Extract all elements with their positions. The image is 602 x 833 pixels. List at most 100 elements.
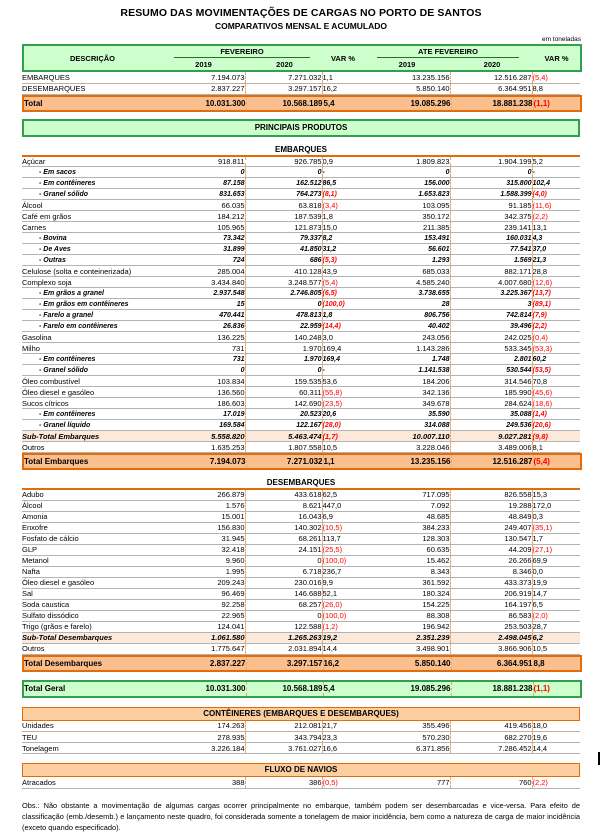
value-cell: 236,7 xyxy=(322,566,362,578)
value-cell: 926.785 xyxy=(245,155,323,167)
value-cell: 26.266 xyxy=(450,555,533,567)
value-cell: 2.031.894 xyxy=(245,643,323,655)
value-cell: - xyxy=(322,364,362,376)
row-label: GLP xyxy=(22,544,160,556)
value-cell: 470.441 xyxy=(160,309,246,321)
value-cell: 186.603 xyxy=(160,397,246,409)
value-cell: 3.866.906 xyxy=(450,643,533,655)
table-row: - Em sacos 0 0-0 0- xyxy=(22,166,580,178)
row-label: - Granel líquido xyxy=(22,419,160,431)
value-cell: 742.814 xyxy=(450,309,533,321)
value-cell: 48.849 xyxy=(450,511,533,523)
value-cell: 86,5 xyxy=(322,177,362,189)
value-cell: 1.265.263 xyxy=(245,632,323,644)
value-cell: 184.212 xyxy=(160,210,246,222)
value-cell: 8.343 xyxy=(362,566,451,578)
value-cell: 28 xyxy=(362,298,451,310)
value-cell: 284.624 xyxy=(450,397,533,409)
value-cell: 1,1 xyxy=(323,457,335,466)
row-label: - Em contêineres xyxy=(22,408,160,420)
value-cell: 196.942 xyxy=(362,621,451,633)
value-cell: 18,0 xyxy=(532,720,580,732)
value-cell: 18.881.238 xyxy=(451,95,534,111)
row-label: Gasolina xyxy=(22,331,160,343)
value-cell: 882.171 xyxy=(450,265,533,277)
table-row: - Farelo a granel 470.441 478.813 1,8 806.75… xyxy=(22,309,580,321)
desembarques-title: DESEMBARQUES xyxy=(266,478,336,487)
table-row: Sucos cítricos 186.603 142.690 (23,5) 349.67… xyxy=(22,397,580,409)
row-label: - Em contêineres xyxy=(22,353,160,365)
value-cell: 5,4 xyxy=(323,684,335,693)
value-cell: 3.226.184 xyxy=(160,742,246,754)
value-cell: (1,4) xyxy=(532,408,580,420)
value-cell: 5,2 xyxy=(532,155,580,167)
value-cell: 253.503 xyxy=(450,621,533,633)
value-cell: (27,1) xyxy=(532,544,580,556)
value-cell: 6.364.951 xyxy=(450,83,533,95)
value-cell: 31.899 xyxy=(160,243,246,255)
value-cell: 0 xyxy=(160,166,246,178)
table-row: - Bovina 73.342 79.337 8,2 153.491 160.031 4,3 xyxy=(22,232,580,244)
row-label: TEU xyxy=(22,731,160,743)
value-cell: (35,1) xyxy=(532,522,580,534)
value-cell: 140.248 xyxy=(245,331,323,343)
value-cell: 142.690 xyxy=(245,397,323,409)
value-cell: 1.809.823 xyxy=(362,155,451,167)
row-label: Outros xyxy=(22,643,160,655)
row-label: - De Aves xyxy=(22,243,160,255)
value-cell: 10.568.189 xyxy=(246,680,324,697)
table-row: - Em grãos a granel 2.937.548 2.746.805 (6,… xyxy=(22,287,580,299)
value-cell: 410.128 xyxy=(245,265,323,277)
value-cell: 831.653 xyxy=(160,188,246,200)
value-cell: 0 xyxy=(245,555,323,567)
table-row: Atracados 388 386 (0,5) 777 760 (2,2) xyxy=(22,777,580,789)
value-cell: 1.775.647 xyxy=(160,643,246,655)
table-row: - Granel sólido 0 0-1.141.538 530.544 (53,5) xyxy=(22,364,580,376)
value-cell: (45,6) xyxy=(532,386,580,398)
value-cell: 242.025 xyxy=(450,331,533,343)
value-cell: 156.000 xyxy=(362,177,451,189)
value-cell: 8.346 xyxy=(450,566,533,578)
value-cell: 136.225 xyxy=(160,331,246,343)
value-cell: 60,2 xyxy=(532,353,580,365)
value-cell: 10,5 xyxy=(532,643,580,655)
value-cell: 121.873 xyxy=(245,221,323,233)
value-cell: 22.959 xyxy=(245,320,323,332)
value-cell: (2,2) xyxy=(532,777,580,789)
value-cell: (23,5) xyxy=(322,397,362,409)
value-cell: 1,7 xyxy=(532,533,580,545)
row-label: Milho xyxy=(22,342,160,354)
value-cell: 88.308 xyxy=(362,610,451,622)
value-cell: (5,3) xyxy=(322,254,362,266)
value-cell: 350.172 xyxy=(362,210,451,222)
table-row: - Em grãos em contêineres 15 0 (100,0) 28 3 (8… xyxy=(22,298,580,310)
value-cell: 3.498.901 xyxy=(362,643,451,655)
value-cell: 41.850 xyxy=(245,243,323,255)
value-cell: 15,0 xyxy=(322,221,362,233)
value-cell: 0 xyxy=(245,610,323,622)
row-label: Sal xyxy=(22,588,160,600)
value-cell: (12,6) xyxy=(532,276,580,288)
value-cell: 35.088 xyxy=(450,408,533,420)
row-label: Açúcar xyxy=(22,155,160,167)
value-cell: 31.945 xyxy=(160,533,246,545)
value-cell: 2.351.239 xyxy=(362,632,451,644)
row-label: Total xyxy=(24,98,43,108)
value-cell: 146.688 xyxy=(245,588,323,600)
value-cell: 206.919 xyxy=(450,588,533,600)
conteineres-title: CONTÊINERES (EMBARQUES E DESEMBARQUES) xyxy=(22,706,580,721)
value-cell: (20,6) xyxy=(532,419,580,431)
value-cell: 124.041 xyxy=(160,621,246,633)
value-cell: (28,0) xyxy=(322,419,362,431)
value-cell: 92.258 xyxy=(160,599,246,611)
embarques-title: EMBARQUES xyxy=(274,144,327,154)
value-cell: 764.273 xyxy=(245,188,323,200)
value-cell: (10,5) xyxy=(322,522,362,534)
value-cell: 1.143.286 xyxy=(362,342,451,354)
value-cell: 66.035 xyxy=(160,199,246,211)
table-row: Sulfato dissódico 22.965 0 (100,0) 88.308 86.… xyxy=(22,610,580,622)
value-cell: 1.141.538 xyxy=(362,364,451,376)
value-cell: 17.019 xyxy=(160,408,246,420)
table-row: Outros 1.775.647 2.031.894 14,4 3.498.901 3.8… xyxy=(22,643,580,655)
row-label: Adubo xyxy=(22,489,160,501)
